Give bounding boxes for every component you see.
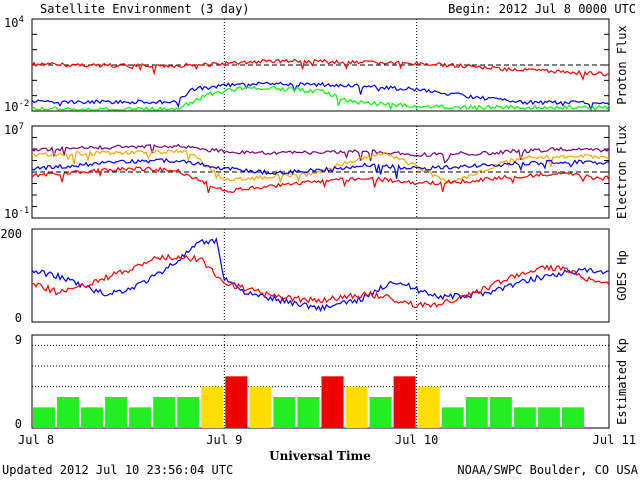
electron-flux-series-red bbox=[31, 166, 610, 194]
estimated-kp-ytick-label-0: 0 bbox=[15, 417, 22, 431]
x-axis-label: Universal Time bbox=[269, 449, 371, 463]
kp-bar bbox=[465, 397, 488, 428]
electron-flux-series-blue bbox=[31, 157, 610, 179]
kp-bar bbox=[57, 397, 80, 428]
proton-flux-ylabel: Proton Flux bbox=[615, 25, 629, 104]
electron-flux-ytick-label-0: 107 bbox=[4, 122, 24, 137]
electron-flux-series-orange bbox=[31, 148, 610, 184]
goes-hp-panel: 0 200 GOES Hp bbox=[0, 227, 629, 325]
kp-bar bbox=[129, 407, 152, 428]
proton-flux-series-green bbox=[31, 85, 610, 112]
goes-hp-series-red bbox=[31, 253, 610, 309]
proton-flux-ytick-label-0: 104 bbox=[4, 15, 24, 30]
kp-bar bbox=[273, 397, 296, 428]
estimated-kp-ylabel: Estimated Kp bbox=[615, 338, 629, 425]
electron-flux-ylabel: Electron Flux bbox=[615, 125, 629, 219]
kp-bar bbox=[537, 407, 560, 428]
kp-bar bbox=[561, 407, 584, 428]
goes-hp-series-blue bbox=[31, 236, 609, 313]
kp-bar bbox=[225, 376, 248, 428]
x-tick-label: Jul 10 bbox=[395, 433, 438, 447]
electron-flux-series-purple bbox=[31, 143, 610, 164]
electron-flux-panel: 107 10-1 Electron Flux bbox=[4, 122, 629, 221]
kp-bar bbox=[417, 386, 440, 428]
credit-text: NOAA/SWPC Boulder, CO USA bbox=[457, 463, 638, 477]
kp-bar bbox=[369, 397, 392, 428]
goes-hp-ytick-label-1: 200 bbox=[0, 227, 22, 241]
kp-bar bbox=[513, 407, 536, 428]
kp-bar bbox=[321, 376, 344, 428]
updated-timestamp: Updated 2012 Jul 10 23:56:04 UTC bbox=[2, 463, 233, 477]
goes-hp-ylabel: GOES Hp bbox=[615, 250, 629, 301]
kp-bar bbox=[489, 397, 512, 428]
proton-flux-panel: 104 10-2 Proton Flux bbox=[4, 15, 629, 114]
kp-bar bbox=[249, 386, 272, 428]
kp-bar bbox=[33, 407, 56, 428]
kp-bar bbox=[345, 386, 368, 428]
goes-hp-ytick-label-0: 0 bbox=[15, 311, 22, 325]
kp-bar bbox=[441, 407, 464, 428]
x-tick-label: Jul 9 bbox=[206, 433, 242, 447]
x-tick-label: Jul 11 bbox=[593, 433, 636, 447]
time-axis: Jul 8 Jul 9 Jul 10 Jul 11 bbox=[18, 433, 636, 447]
proton-flux-ytick-label-1: 10-2 bbox=[4, 99, 29, 114]
kp-bar bbox=[153, 397, 176, 428]
kp-bar bbox=[201, 386, 224, 428]
estimated-kp-ytick-label-1: 9 bbox=[15, 333, 22, 347]
kp-bar bbox=[81, 407, 104, 428]
kp-bar bbox=[297, 397, 320, 428]
kp-bar bbox=[393, 376, 416, 428]
kp-bar bbox=[177, 397, 200, 428]
electron-flux-ytick-label-1: 10-1 bbox=[4, 206, 29, 221]
x-tick-label: Jul 8 bbox=[18, 433, 54, 447]
proton-flux-series-red bbox=[31, 58, 610, 81]
goes-hp-frame bbox=[31, 228, 610, 323]
proton-flux-series-blue bbox=[31, 81, 610, 112]
kp-bar bbox=[105, 397, 128, 428]
begin-date: Begin: 2012 Jul 8 0000 UTC bbox=[448, 2, 636, 16]
figure-title: Satellite Environment (3 day) bbox=[40, 2, 250, 16]
estimated-kp-panel: 0 9 Estimated Kp bbox=[15, 333, 629, 431]
